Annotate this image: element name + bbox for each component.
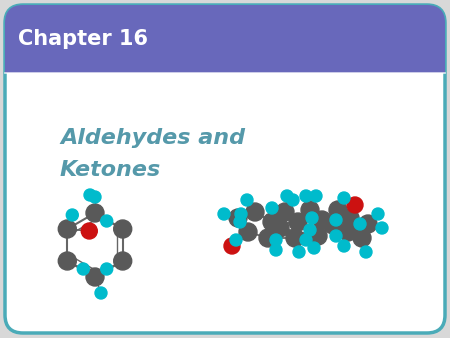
Circle shape <box>338 240 350 252</box>
Circle shape <box>308 242 320 254</box>
Circle shape <box>95 287 107 299</box>
Circle shape <box>376 222 388 234</box>
Circle shape <box>263 213 281 231</box>
Circle shape <box>114 220 132 238</box>
Circle shape <box>101 215 112 227</box>
Circle shape <box>329 201 347 219</box>
Circle shape <box>286 229 304 247</box>
Circle shape <box>310 190 322 202</box>
Circle shape <box>281 190 293 202</box>
Circle shape <box>58 220 76 238</box>
Circle shape <box>287 194 299 206</box>
FancyBboxPatch shape <box>5 5 445 333</box>
Circle shape <box>259 229 277 247</box>
Circle shape <box>347 197 363 213</box>
Circle shape <box>114 252 132 270</box>
Text: Aldehydes and: Aldehydes and <box>60 128 245 148</box>
Circle shape <box>229 209 247 227</box>
Circle shape <box>341 209 359 227</box>
Circle shape <box>77 263 89 275</box>
Circle shape <box>330 214 342 226</box>
Circle shape <box>241 194 253 206</box>
Circle shape <box>89 191 101 203</box>
Circle shape <box>84 189 96 201</box>
Text: Ketones: Ketones <box>60 160 161 180</box>
Circle shape <box>81 223 97 239</box>
Circle shape <box>58 252 76 270</box>
Text: Chapter 16: Chapter 16 <box>18 29 148 49</box>
Circle shape <box>372 208 384 220</box>
Circle shape <box>309 227 327 245</box>
Circle shape <box>266 202 278 214</box>
Circle shape <box>270 244 282 256</box>
Circle shape <box>338 192 350 204</box>
Circle shape <box>300 190 312 202</box>
Circle shape <box>359 215 377 233</box>
Circle shape <box>353 229 371 247</box>
Circle shape <box>360 246 372 258</box>
Circle shape <box>86 268 104 286</box>
Circle shape <box>354 218 366 230</box>
Circle shape <box>230 234 242 246</box>
Circle shape <box>234 216 246 228</box>
Circle shape <box>330 230 342 242</box>
Circle shape <box>235 208 247 220</box>
Circle shape <box>324 216 342 234</box>
FancyBboxPatch shape <box>5 5 445 73</box>
Circle shape <box>270 234 282 246</box>
Circle shape <box>239 223 257 241</box>
Bar <box>5 55 445 73</box>
Circle shape <box>218 208 230 220</box>
Circle shape <box>293 246 305 258</box>
Circle shape <box>271 219 289 237</box>
Circle shape <box>306 212 318 224</box>
Circle shape <box>301 201 319 219</box>
Circle shape <box>276 203 294 221</box>
Circle shape <box>304 224 316 236</box>
Circle shape <box>339 223 357 241</box>
Circle shape <box>101 263 112 275</box>
Circle shape <box>313 211 331 229</box>
Circle shape <box>300 234 312 246</box>
Circle shape <box>246 203 264 221</box>
Circle shape <box>66 209 78 221</box>
Circle shape <box>289 213 307 231</box>
Circle shape <box>224 238 240 254</box>
Circle shape <box>86 204 104 222</box>
